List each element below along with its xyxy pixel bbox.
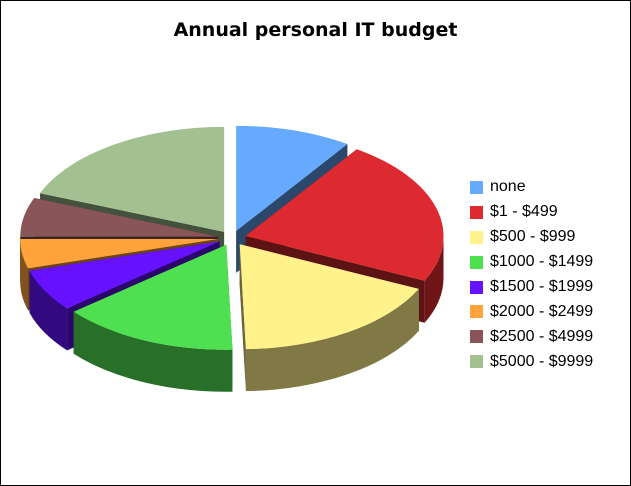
pie-slice-rim-5	[20, 239, 29, 311]
legend-item-1: $1 - $499	[470, 200, 593, 225]
chart-title: Annual personal IT budget	[173, 19, 458, 41]
legend-label-6: $2500 - $4999	[490, 327, 594, 345]
pie-slice-top-3	[73, 244, 233, 350]
pie-slice-rim-3	[73, 311, 233, 392]
pie-slice-rim-4	[29, 270, 68, 351]
legend-item-2: $500 - $999	[470, 225, 593, 250]
legend-item-6: $2500 - $4999	[470, 324, 593, 349]
legend-label-4: $1500 - $1999	[490, 278, 594, 295]
pie-slice-top-7	[40, 126, 225, 232]
legend-label-1: $1 - $499	[490, 203, 558, 221]
legend-label-5: $2000 - $2499	[490, 302, 594, 320]
pie-slice-wall-2-1	[239, 244, 246, 392]
legend-swatch-7	[470, 355, 483, 369]
legend-swatch-2	[470, 230, 483, 244]
legend-item-3: $1000 - $1499	[470, 250, 593, 275]
pie-slice-rim-2	[245, 288, 419, 392]
legend-swatch-4	[470, 280, 483, 294]
legend-item-5: $2000 - $2499	[470, 299, 593, 324]
legend-label-2: $500 - $999	[490, 228, 576, 246]
legend-label-7: $5000 - $9999	[490, 352, 594, 370]
pie-slice-top-5	[20, 239, 219, 269]
legend-item-4: $1500 - $1999	[470, 275, 593, 300]
pie-slice-2	[239, 244, 419, 392]
legend-item-7: $5000 - $9999	[470, 349, 593, 374]
legend-item-0: none	[470, 175, 593, 200]
legend-label-0: none	[490, 178, 526, 196]
pie-slice-top-1	[245, 149, 444, 281]
pie-slice-3	[73, 244, 233, 392]
legend-swatch-3	[470, 255, 483, 269]
pie-slice-top-6	[20, 197, 219, 237]
pie-slice-top-4	[29, 241, 220, 309]
legend: none $1 - $499 $500 - $999 $1000 - $1499 $15…	[470, 175, 593, 374]
legend-label-3: $1000 - $1499	[490, 253, 594, 271]
pie-slice-rim-1	[424, 236, 444, 323]
legend-swatch-5	[470, 305, 483, 319]
pie-slice-top-0	[236, 125, 348, 231]
legend-swatch-0	[470, 180, 483, 194]
legend-swatch-1	[470, 205, 483, 219]
pie-slice-top-2	[239, 244, 419, 350]
legend-swatch-6	[470, 330, 483, 344]
